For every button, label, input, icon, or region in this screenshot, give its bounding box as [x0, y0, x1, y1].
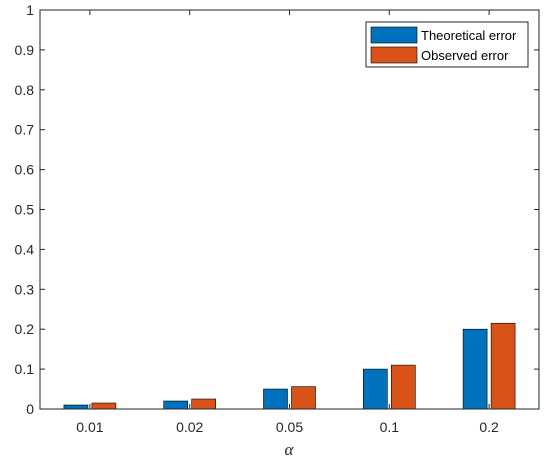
- legend-label-theoretical: Theoretical error: [421, 28, 517, 43]
- legend: Theoretical error Observed error: [365, 21, 529, 68]
- bar-theoretical-0.02: [163, 400, 188, 410]
- legend-swatch-observed: [370, 46, 418, 64]
- x-tick-label: 0.02: [176, 419, 203, 435]
- y-tick-label: 0.9: [15, 42, 35, 58]
- bar-theoretical-0.05: [263, 388, 288, 410]
- legend-label-observed: Observed error: [421, 48, 509, 63]
- y-tick-label: 0.5: [15, 202, 35, 218]
- ticks-layer: 0 0.1 0.2 0.3 0.4 0.5 0.6 0.7 0.8 0.9 1 0.01 0.02 0.0…: [15, 2, 539, 435]
- y-tick-label: 0.6: [15, 162, 35, 178]
- bar-observed-0.05: [291, 386, 316, 410]
- bar-observed-0.2: [490, 322, 516, 410]
- bars-layer: [63, 322, 516, 410]
- x-tick-label: 0.05: [276, 419, 303, 435]
- y-tick-label: 1: [26, 2, 34, 18]
- bar-observed-0.02: [191, 398, 216, 410]
- legend-swatch-theoretical: [370, 26, 418, 44]
- bar-theoretical-0.1: [362, 368, 388, 410]
- y-tick-label: 0.7: [15, 122, 35, 138]
- x-tick-label: 0.1: [380, 419, 400, 435]
- bar-observed-0.1: [390, 364, 416, 410]
- bar-theoretical-0.2: [462, 328, 488, 410]
- y-tick-label: 0.8: [15, 82, 35, 98]
- y-tick-label: 0.2: [15, 321, 35, 337]
- y-tick-label: 0.3: [15, 281, 35, 297]
- y-tick-label: 0.4: [15, 241, 35, 257]
- bar-observed-0.01: [91, 402, 117, 410]
- x-tick-label: 0.01: [76, 419, 103, 435]
- y-tick-label: 0.1: [15, 361, 35, 377]
- x-axis-title: α: [285, 440, 295, 459]
- y-tick-label: 0: [26, 401, 34, 417]
- x-tick-label: 0.2: [479, 419, 499, 435]
- bar-theoretical-0.01: [63, 404, 89, 410]
